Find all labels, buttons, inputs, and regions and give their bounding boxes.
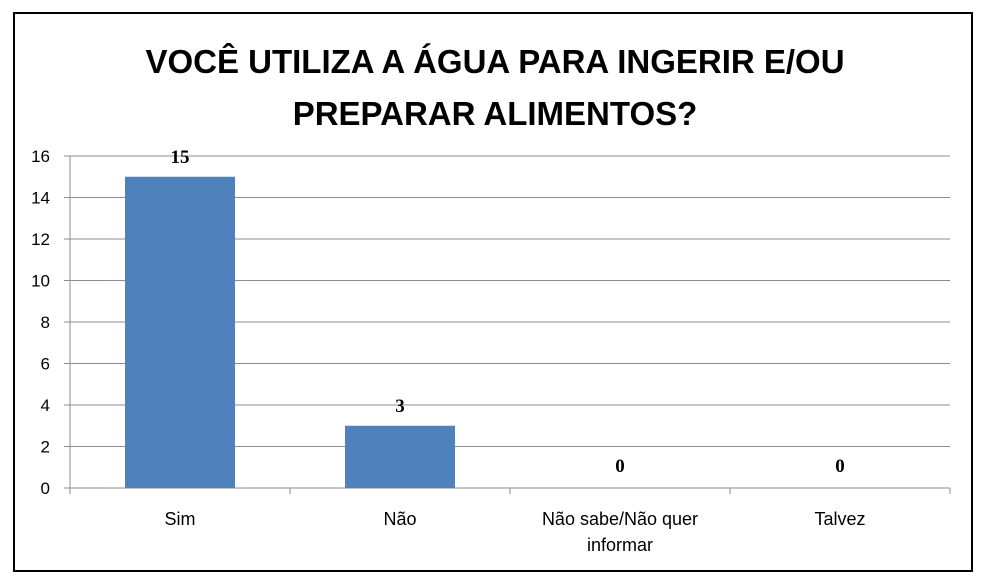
- y-tick-label-8: 8: [41, 313, 50, 332]
- chart-title-line-1: VOCÊ UTILIZA A ÁGUA PARA INGERIR E/OU: [145, 43, 845, 80]
- data-label-0: 15: [171, 147, 190, 168]
- chart-title: VOCÊ UTILIZA A ÁGUA PARA INGERIR E/OU PR…: [0, 36, 990, 140]
- x-category-label-0-0: Sim: [165, 509, 196, 529]
- y-tick-label-12: 12: [31, 230, 50, 249]
- bar-0: [125, 176, 235, 488]
- y-tick-label-2: 2: [41, 438, 50, 457]
- x-category-label-2-0: Não sabe/Não quer: [542, 509, 698, 529]
- chart-title-line-2: PREPARAR ALIMENTOS?: [292, 95, 698, 132]
- y-tick-label-14: 14: [31, 189, 50, 208]
- x-category-label-2-1: informar: [587, 535, 653, 555]
- y-tick-label-16: 16: [31, 147, 50, 166]
- y-tick-label-4: 4: [41, 396, 50, 415]
- bar-1: [345, 425, 455, 488]
- data-label-3: 0: [835, 456, 845, 477]
- x-category-label-3-0: Talvez: [814, 509, 865, 529]
- data-label-1: 3: [395, 396, 405, 417]
- x-category-label-1-0: Não: [383, 509, 416, 529]
- y-tick-label-0: 0: [41, 479, 50, 498]
- y-tick-label-10: 10: [31, 272, 50, 291]
- y-tick-label-6: 6: [41, 355, 50, 374]
- data-label-2: 0: [615, 456, 625, 477]
